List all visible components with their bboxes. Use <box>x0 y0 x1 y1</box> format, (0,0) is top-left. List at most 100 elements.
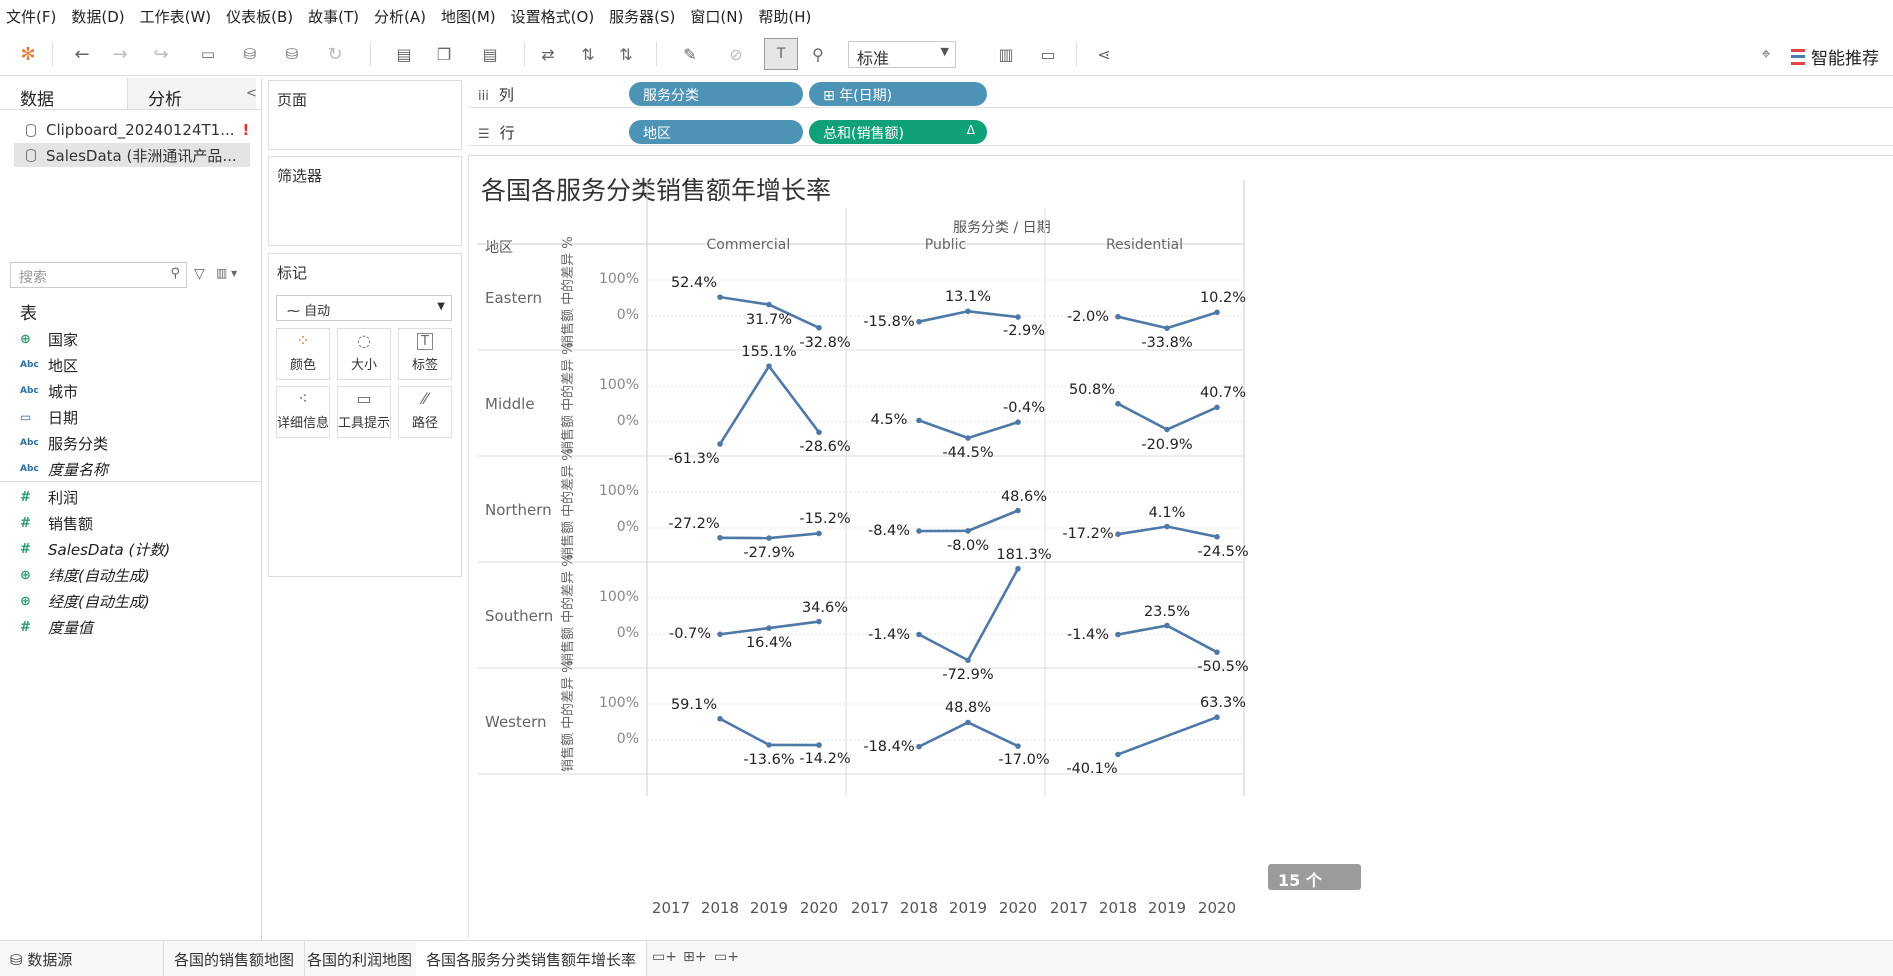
row-header-northern: Northern <box>485 501 552 519</box>
size-icon: ◌ <box>357 331 371 350</box>
filters-card[interactable]: 筛选器 <box>268 156 462 246</box>
chevron-down-icon: ▼ <box>437 301 445 312</box>
y-tick-label: 100% <box>598 377 639 393</box>
fit-select[interactable]: 标准 ▼ <box>848 41 956 68</box>
field-profit[interactable]: # 利润 <box>20 485 78 509</box>
share-icon[interactable]: ⋖ <box>1097 44 1111 64</box>
menu-dashboard[interactable]: 仪表板(B) <box>226 7 294 26</box>
presentation-icon[interactable]: ▭ <box>1040 44 1056 64</box>
tab-data[interactable]: 数据 <box>0 78 128 110</box>
cards-column: 页面 筛选器 标记 ⁓ 自动 ▼ ⁘ 颜色 ◌ 大小 T 标签 ⁖ 详细信息 <box>262 78 467 940</box>
detail-button[interactable]: ⁖ 详细信息 <box>276 386 330 438</box>
datasource-clipboard[interactable]: Clipboard_20240124T1... ! <box>14 118 250 142</box>
field-label: 服务分类 <box>48 434 109 453</box>
field-service-category[interactable]: Abc 服务分类 <box>20 431 108 455</box>
data-point <box>1164 325 1170 331</box>
pin-icon[interactable]: ⚲ <box>812 44 824 64</box>
search-input[interactable]: 搜索 ⚲ <box>10 262 187 288</box>
mark-type-select[interactable]: ⁓ 自动 ▼ <box>276 295 452 321</box>
refresh-icon[interactable]: ↻ <box>327 43 343 65</box>
data-label: -40.1% <box>1066 761 1118 778</box>
menu-analysis[interactable]: 分析(A) <box>374 7 426 26</box>
toolbar: ✻ ← → ↪ ▭ ⛁ ⛁ ↻ ▤ ❐ ▤ ⇄ ⇅ ⇅ ✎ ⊘ T ⚲ 标准 ▼… <box>0 32 1893 76</box>
field-measure-values[interactable]: # 度量值 <box>20 615 93 639</box>
field-sales[interactable]: # 销售额 <box>20 511 93 535</box>
series-line-segment <box>767 365 821 434</box>
pill-region[interactable]: 地区 <box>629 120 803 144</box>
show-cards-icon[interactable]: ▥ <box>998 44 1014 64</box>
size-button[interactable]: ◌ 大小 <box>337 328 391 380</box>
tab-datasource[interactable]: ⛁ 数据源 <box>0 941 164 976</box>
clear-sheet-icon[interactable]: ▤ <box>482 44 498 64</box>
show-labels-icon[interactable]: T <box>764 38 798 70</box>
y-tick-label: 0% <box>616 413 639 429</box>
menu-window[interactable]: 窗口(N) <box>690 7 744 26</box>
filter-icon[interactable]: ▽ <box>194 266 205 282</box>
color-button[interactable]: ⁘ 颜色 <box>276 328 330 380</box>
tab-sales-map[interactable]: 各国的销售额地图 <box>164 941 306 976</box>
field-region[interactable]: Abc 地区 <box>20 353 78 377</box>
size-button-label: 大小 <box>350 358 377 373</box>
tab-profit-map[interactable]: 各国的利润地图 <box>297 941 424 976</box>
save-icon[interactable]: ▭ <box>200 45 216 63</box>
path-button[interactable]: ⁄⁄ 路径 <box>398 386 452 438</box>
label-button[interactable]: T 标签 <box>398 328 452 380</box>
back-icon[interactable]: ← <box>74 43 90 65</box>
new-worksheet-icon[interactable]: ▤ <box>396 44 412 64</box>
tab-analysis[interactable]: 分析 <box>128 78 256 110</box>
field-label: 度量名称 <box>48 460 109 479</box>
highlight-icon[interactable]: ✎ <box>683 44 697 64</box>
sort-asc-icon[interactable]: ⇅ <box>581 44 595 64</box>
field-latitude[interactable]: ⊕ 纬度(自动生成) <box>20 563 150 587</box>
menu-help[interactable]: 帮助(H) <box>758 7 812 26</box>
null-indicator-badge[interactable]: 15 个 null <box>1268 864 1361 910</box>
redo-icon[interactable]: ↪ <box>153 43 169 65</box>
field-measure-names[interactable]: Abc 度量名称 <box>20 457 108 481</box>
data-label: -1.4% <box>867 626 911 643</box>
field-longitude[interactable]: ⊕ 经度(自动生成) <box>20 589 150 613</box>
y-axis-label: 销售额 中的差异 % <box>561 342 576 454</box>
new-worksheet-icon[interactable]: ▭+ <box>652 949 677 965</box>
new-story-icon[interactable]: ▭+ <box>714 949 739 965</box>
menu-server[interactable]: 服务器(S) <box>609 7 676 26</box>
new-dashboard-icon[interactable]: ⊞+ <box>683 949 707 965</box>
pill-year-date[interactable]: ⊞ 年(日期) <box>809 82 987 106</box>
view-options-icon[interactable]: ▥ ▾ <box>216 266 238 280</box>
x-tick-label: 2020 <box>799 899 839 917</box>
tableau-logo-icon[interactable]: ✻ <box>20 43 36 65</box>
forward-icon[interactable]: → <box>112 43 128 65</box>
pill-service-category[interactable]: 服务分类 <box>629 82 803 106</box>
new-datasource-icon[interactable]: ⛁ <box>243 45 257 63</box>
series-line-segment <box>1117 315 1168 330</box>
group-icon[interactable]: ⊘ <box>729 44 743 64</box>
datasource-salesdata[interactable]: SalesData (非洲通讯产品... <box>14 143 250 167</box>
pill-sum-sales[interactable]: 总和(销售额) Δ <box>809 120 987 144</box>
menu-format[interactable]: 设置格式(O) <box>510 7 595 26</box>
sort-desc-icon[interactable]: ⇅ <box>619 44 633 64</box>
field-country[interactable]: ⊕ 国家 <box>20 327 78 351</box>
tab-growth-rate[interactable]: 各国各服务分类销售额年增长率 <box>416 941 648 976</box>
menu-map[interactable]: 地图(M) <box>441 7 496 26</box>
tooltip-icon[interactable]: ⌖ <box>1761 44 1771 63</box>
rows-shelf-label: ☰ 行 <box>478 122 515 143</box>
smart-recommend-button[interactable]: 智能推荐 <box>1791 44 1879 69</box>
pause-update-icon[interactable]: ⛁ <box>285 45 299 63</box>
pages-card-title: 页面 <box>277 91 308 109</box>
menu-story[interactable]: 故事(T) <box>308 7 360 26</box>
datasource-name: SalesData (非洲通讯产品... <box>46 146 237 165</box>
field-salesdata-count[interactable]: # SalesData (计数) <box>20 537 170 561</box>
menu-data[interactable]: 数据(D) <box>71 7 125 26</box>
field-date[interactable]: ▭ 日期 <box>20 405 78 429</box>
tooltip-button[interactable]: ▭ 工具提示 <box>337 386 391 438</box>
chevron-down-icon: ▼ <box>940 45 949 58</box>
data-point <box>1214 649 1220 655</box>
swap-icon[interactable]: ⇄ <box>541 44 555 64</box>
collapse-pane-icon[interactable]: < <box>246 86 257 101</box>
pages-card[interactable]: 页面 <box>268 80 462 150</box>
duplicate-sheet-icon[interactable]: ❐ <box>436 44 452 64</box>
menu-file[interactable]: 文件(F) <box>6 7 57 26</box>
field-label: 纬度(自动生成) <box>48 566 150 585</box>
menu-worksheet[interactable]: 工作表(W) <box>139 7 212 26</box>
table-calc-delta-icon: Δ <box>966 123 975 137</box>
field-city[interactable]: Abc 城市 <box>20 379 78 403</box>
